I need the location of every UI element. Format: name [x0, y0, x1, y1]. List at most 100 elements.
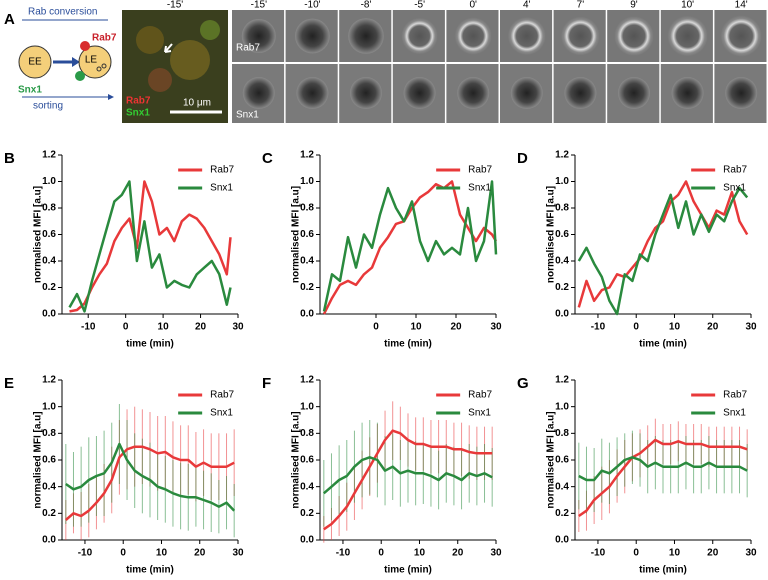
tile-ring: [350, 77, 382, 109]
x-tick-label: 30: [232, 548, 244, 559]
x-tick-label: -10: [591, 322, 606, 333]
rab7-label: Rab7: [92, 33, 117, 44]
x-tick-label: -10: [78, 548, 93, 559]
tile-ring: [614, 16, 654, 56]
y-tick-label: 0.4: [42, 481, 56, 492]
tile-ring: [561, 16, 600, 56]
y-tick-label: 0.0: [42, 309, 56, 320]
x-tick-label: 10: [156, 548, 168, 559]
vesicle: [96, 66, 102, 72]
sorting-label: sorting: [33, 101, 63, 112]
data-line: [64, 445, 235, 521]
tile-ring: [720, 15, 762, 57]
x-tick-label: 20: [707, 322, 719, 333]
tile-ring: [564, 77, 597, 109]
x-tick-label: 0: [373, 322, 379, 333]
y-axis-label: normalised MFI [a.u]: [546, 186, 557, 283]
y-tick-label: 0.2: [42, 508, 56, 519]
legend-label: Snx1: [210, 183, 233, 194]
legend-label: Snx1: [723, 183, 746, 194]
y-tick-label: 0.8: [555, 428, 569, 439]
x-tick-label: 0: [123, 322, 129, 333]
tile-ring: [454, 17, 492, 55]
x-tick-label: 10: [410, 322, 422, 333]
time-label: 7': [577, 0, 585, 11]
y-tick-label: 0.8: [555, 203, 569, 214]
x-axis-label: time (min): [126, 565, 174, 576]
x-tick-label: 0: [120, 548, 126, 559]
tile-ring: [401, 17, 438, 55]
y-tick-label: 0.6: [42, 455, 56, 466]
le-label: LE: [85, 55, 98, 66]
vesicle: [101, 63, 107, 69]
x-axis-label: time (min): [384, 339, 432, 350]
legend-label: Rab7: [468, 390, 492, 401]
x-tick-label: 30: [232, 322, 244, 333]
data-line: [577, 186, 749, 316]
y-tick-label: 0.2: [42, 282, 56, 293]
x-tick-label: -10: [81, 322, 96, 333]
tile-ring: [671, 77, 704, 109]
x-axis-label: time (min): [384, 565, 432, 576]
ee-circle: [18, 45, 52, 79]
y-tick-label: 0.8: [42, 203, 56, 214]
arrow-head: [108, 94, 114, 100]
scale-label: 10 μm: [183, 98, 211, 109]
y-axis-label: normalised MFI [a.u]: [546, 411, 557, 508]
arrow: [164, 43, 173, 53]
legend-label: Rab7: [210, 165, 234, 176]
y-tick-label: 1.0: [555, 401, 569, 412]
x-tick-label: 20: [452, 548, 464, 559]
y-tick-label: 0.8: [300, 203, 314, 214]
y-tick-label: 0.6: [300, 229, 314, 240]
row-label: Snx1: [236, 110, 259, 121]
snx1-label: Snx1: [18, 85, 42, 96]
y-tick-label: 0.2: [300, 508, 314, 519]
x-tick-label: 10: [414, 548, 426, 559]
y-tick-label: 1.2: [300, 150, 314, 161]
y-tick-label: 0.6: [300, 455, 314, 466]
time-label: -8': [361, 0, 372, 11]
x-axis-label: time (min): [126, 339, 174, 350]
data-line: [578, 456, 748, 482]
rab7-dot: [80, 41, 90, 51]
panel-label: G: [517, 375, 529, 392]
y-tick-label: 0.0: [42, 535, 56, 546]
legend-label: Snx1: [468, 408, 491, 419]
time-label: 9': [630, 0, 638, 11]
y-tick-label: 1.0: [300, 176, 314, 187]
y-tick-label: 0.4: [300, 481, 314, 492]
tile-ring: [296, 77, 329, 109]
y-tick-label: 0.4: [300, 256, 314, 267]
y-tick-label: 0.8: [42, 428, 56, 439]
y-tick-label: 0.8: [300, 428, 314, 439]
tile-ring: [457, 77, 490, 109]
y-tick-label: 0.4: [42, 256, 56, 267]
blob: [148, 68, 172, 92]
legend-label: Rab7: [210, 390, 234, 401]
y-tick-label: 1.0: [42, 176, 56, 187]
x-tick-label: 0: [633, 548, 639, 559]
legend-label: Snx1: [468, 183, 491, 194]
y-tick-label: 0.0: [555, 535, 569, 546]
tile-ring: [618, 77, 650, 109]
x-tick-label: 20: [707, 548, 719, 559]
time-label: 4': [523, 0, 531, 11]
legend-label: Snx1: [723, 408, 746, 419]
y-tick-label: 0.0: [300, 535, 314, 546]
panel-label: F: [262, 375, 271, 392]
ee-label: EE: [28, 57, 42, 68]
tile-ring: [667, 15, 708, 57]
time-label: 14': [735, 0, 748, 11]
x-tick-label: 0: [378, 548, 384, 559]
time-label: -15': [167, 0, 183, 11]
tile-ring: [348, 18, 384, 54]
tile-ring: [295, 18, 330, 54]
le-circle: [78, 45, 112, 79]
y-tick-label: 1.0: [42, 401, 56, 412]
y-axis-label: normalised MFI [a.u]: [291, 411, 302, 508]
tile-ring: [242, 77, 275, 109]
tile-ring: [403, 77, 436, 109]
time-label: 0': [469, 0, 477, 11]
